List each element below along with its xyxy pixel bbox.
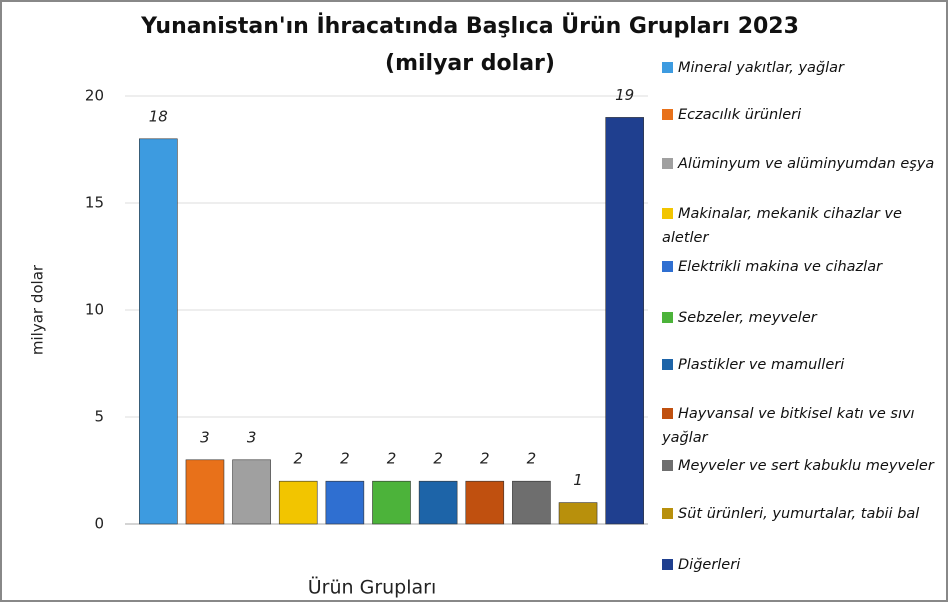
bar: [418, 480, 458, 525]
legend-swatch: [662, 559, 673, 570]
bar: [139, 138, 178, 525]
legend-item: Elektrikli makina ve cihazlar: [662, 255, 948, 279]
chart-title: Yunanistan'ın İhracatında Başlıca Ürün G…: [141, 14, 799, 76]
data-label: 19: [615, 86, 634, 104]
legend-label: Mineral yakıtlar, yağlar: [678, 60, 845, 76]
bar: [278, 480, 318, 525]
legend-swatch: [662, 359, 673, 370]
legend-item: Süt ürünleri, yumurtalar, tabii bal: [662, 502, 948, 526]
x-axis-label: Ürün Grupları: [308, 576, 437, 599]
legend-item: Makinalar, mekanik cihazlar ve aletler: [662, 202, 948, 250]
legend-label: Meyveler ve sert kabuklu meyveler: [678, 458, 934, 474]
legend-label: Elektrikli makina ve cihazlar: [678, 259, 883, 275]
legend-label: Sebzeler, meyveler: [678, 310, 817, 326]
bar: [232, 459, 271, 525]
legend-swatch: [662, 208, 673, 219]
bar: [372, 480, 411, 525]
legend-label: Diğerleri: [678, 557, 741, 573]
bar: [465, 480, 505, 525]
legend-swatch: [662, 408, 673, 419]
legend-item: Mineral yakıtlar, yağlar: [662, 56, 948, 80]
y-axis-label: milyar dolar: [29, 264, 47, 355]
legend-swatch: [662, 508, 673, 519]
data-label: 2: [340, 450, 350, 468]
data-label: 2: [433, 450, 443, 468]
data-label: 2: [527, 450, 537, 468]
legend-label: Plastikler ve mamulleri: [678, 357, 845, 373]
bar: [605, 117, 644, 525]
y-tick-label: 0: [94, 515, 104, 533]
data-label: 1: [573, 471, 583, 489]
legend-label: Hayvansal ve bitkisel katı ve sıvı yağla…: [662, 406, 915, 446]
legend-label: Alüminyum ve alüminyumdan eşya: [678, 156, 935, 172]
bar: [185, 459, 225, 525]
legend-swatch: [662, 460, 673, 471]
legend-item: Diğerleri: [662, 553, 948, 577]
y-tick-label: 5: [94, 408, 104, 426]
legend-label: Eczacılık ürünleri: [678, 107, 802, 123]
legend-item: Eczacılık ürünleri: [662, 103, 948, 127]
data-label: 3: [247, 428, 257, 446]
y-tick-label: 15: [85, 194, 104, 212]
legend-label: Süt ürünleri, yumurtalar, tabii bal: [678, 506, 920, 522]
data-label: 18: [149, 107, 168, 125]
legend-swatch: [662, 109, 673, 120]
legend-item: Alüminyum ve alüminyumdan eşya: [662, 152, 948, 176]
legend-swatch: [662, 158, 673, 169]
bar: [512, 480, 551, 525]
legend-swatch: [662, 261, 673, 272]
legend-label: Makinalar, mekanik cihazlar ve aletler: [662, 206, 902, 246]
y-tick-label: 10: [85, 301, 104, 319]
legend-item: Plastikler ve mamulleri: [662, 353, 948, 377]
legend-swatch: [662, 62, 673, 73]
legend-item: Hayvansal ve bitkisel katı ve sıvı yağla…: [662, 402, 948, 450]
data-label: 2: [480, 450, 490, 468]
y-tick-label: 20: [85, 87, 104, 105]
legend-item: Sebzeler, meyveler: [662, 306, 948, 330]
bar: [325, 480, 365, 525]
data-label: 2: [387, 450, 397, 468]
legend-swatch: [662, 312, 673, 323]
data-label: 2: [293, 450, 303, 468]
legend-item: Meyveler ve sert kabuklu meyveler: [662, 454, 948, 478]
bar: [558, 502, 598, 525]
data-label: 3: [200, 428, 210, 446]
